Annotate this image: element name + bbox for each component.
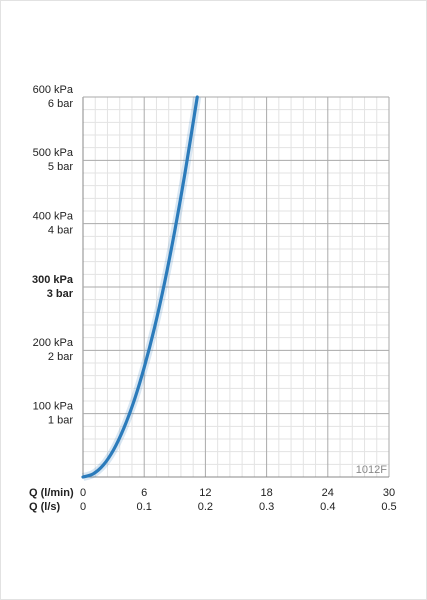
x-tick-label: 6 <box>141 487 147 499</box>
x-tick-label: 24 <box>322 487 334 499</box>
line <box>81 95 199 479</box>
plot <box>81 95 202 481</box>
y-tick-label: 400 kPa <box>33 211 74 223</box>
y2-tick-label: 5 bar <box>48 161 73 173</box>
y-tick-label: 600 kPa <box>33 84 74 96</box>
grid <box>82 96 390 478</box>
x-tick-label: 12 <box>199 487 211 499</box>
x-axis-label: Q (l/min) <box>29 487 74 499</box>
x2-tick-label: 0.1 <box>137 501 152 513</box>
x2-tick-label: 0.3 <box>259 501 274 513</box>
x2-axis-label: Q (l/s) <box>29 501 61 513</box>
y-tick-label: 500 kPa <box>33 147 74 159</box>
x-tick-label: 18 <box>260 487 272 499</box>
y2-tick-label: 2 bar <box>48 351 73 363</box>
y2-tick-label: 1 bar <box>48 415 73 427</box>
y-tick-label: 300 kPa <box>32 274 74 286</box>
x2-tick-label: 0 <box>80 501 86 513</box>
y-tick-label: 200 kPa <box>33 337 74 349</box>
x2-tick-label: 0.2 <box>198 501 213 513</box>
x-tick-label: 0 <box>80 487 86 499</box>
y2-tick-label: 6 bar <box>48 98 73 110</box>
x2-tick-label: 0.4 <box>320 501 335 513</box>
y-tick-label: 100 kPa <box>33 401 74 413</box>
y2-tick-label: 4 bar <box>48 225 73 237</box>
x2-tick-label: 0.5 <box>381 501 396 513</box>
y2-tick-label: 3 bar <box>47 288 74 300</box>
x-tick-label: 30 <box>383 487 395 499</box>
annotation: 1012F <box>356 464 387 476</box>
